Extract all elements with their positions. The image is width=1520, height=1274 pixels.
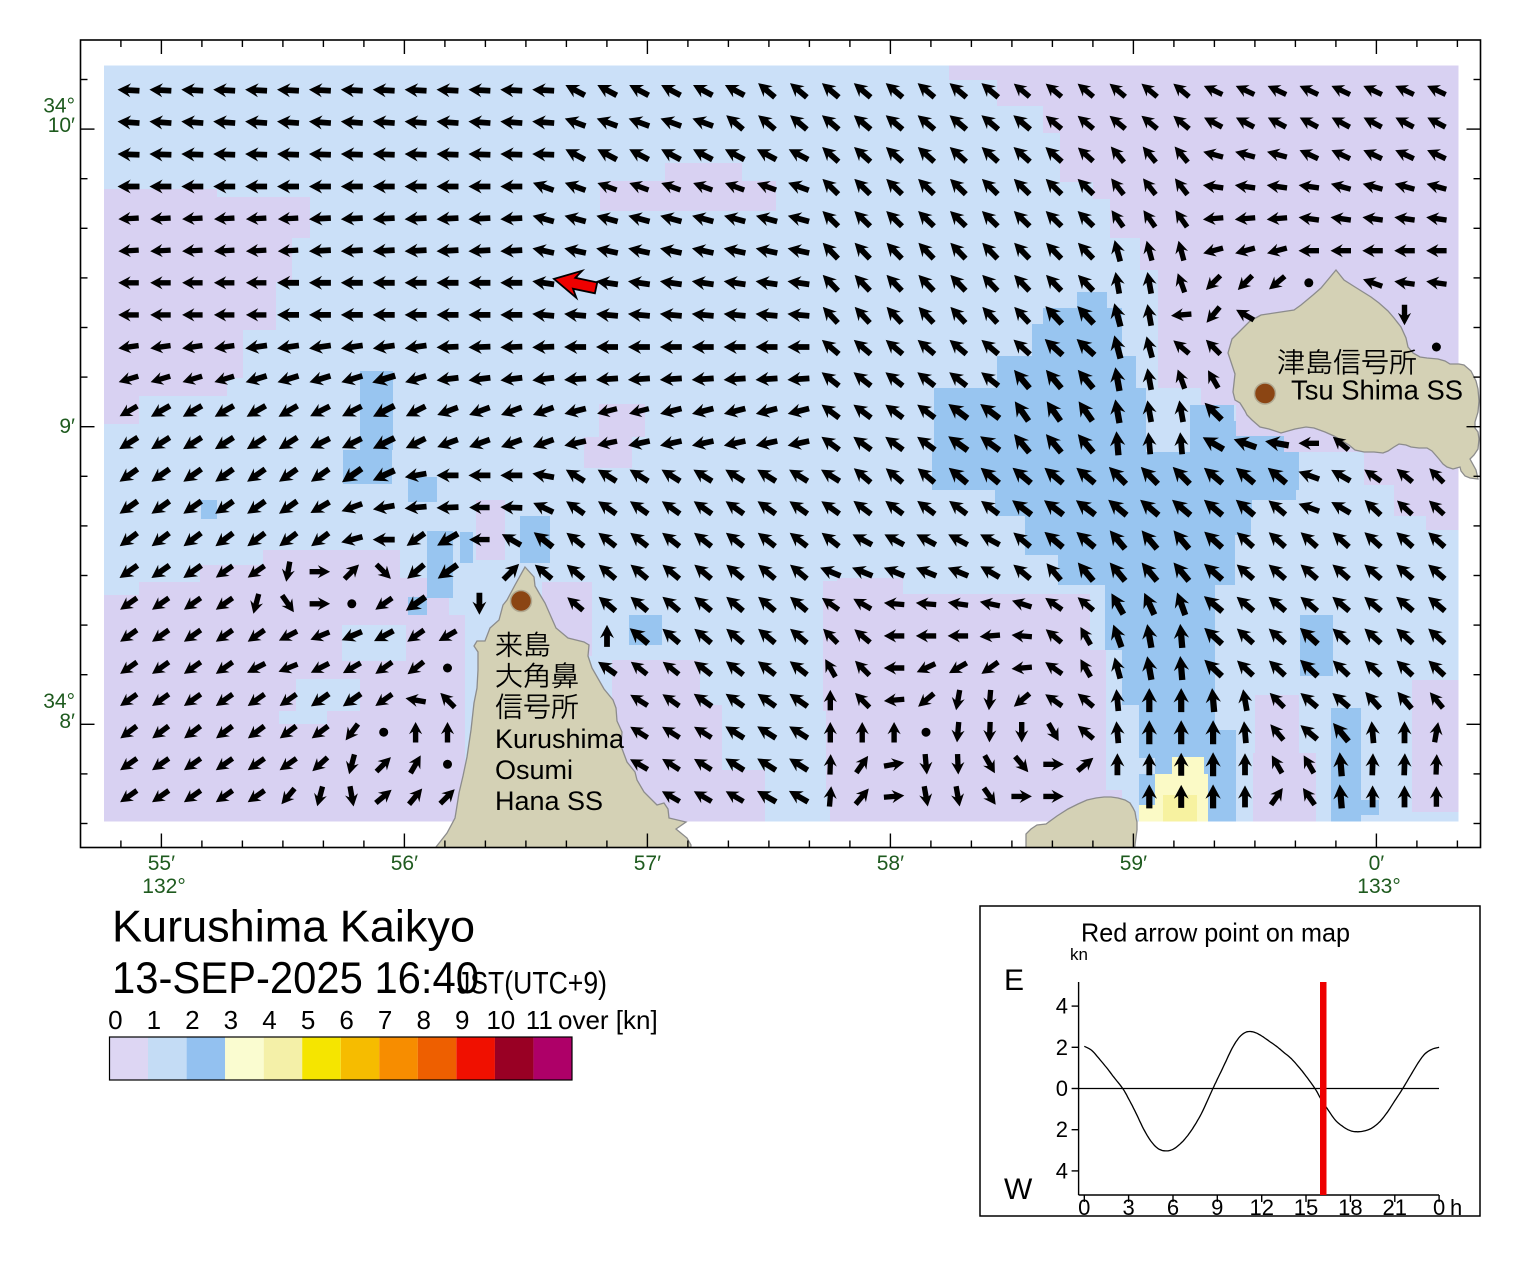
svg-text:9: 9 [1211,1195,1223,1220]
svg-text:W: W [1004,1173,1033,1206]
svg-text:Red arrow point on map: Red arrow point on map [1081,918,1350,948]
svg-text:3: 3 [1122,1195,1134,1220]
svg-text:18: 18 [1338,1195,1362,1220]
svg-text:11: 11 [526,1005,553,1035]
svg-text:58′: 58′ [877,852,904,875]
svg-text:59′: 59′ [1120,852,1147,875]
svg-text:1: 1 [147,1005,161,1035]
svg-text:0: 0 [1056,1076,1068,1101]
svg-text:7: 7 [378,1005,392,1035]
svg-text:8: 8 [416,1005,430,1035]
svg-text:12: 12 [1249,1195,1273,1220]
svg-text:0: 0 [1433,1195,1445,1220]
svg-text:15: 15 [1294,1195,1318,1220]
svg-text:kn: kn [1070,945,1088,964]
svg-text:Kurushima Kaikyo: Kurushima Kaikyo [112,903,475,952]
svg-text:2: 2 [185,1005,199,1035]
svg-text:34°: 34° [43,690,75,713]
svg-text:h: h [1450,1195,1462,1220]
svg-text:4: 4 [262,1005,276,1035]
svg-text:0: 0 [1078,1195,1090,1220]
svg-text:34°: 34° [43,95,75,118]
svg-text:E: E [1004,964,1024,997]
svg-text:Kurushima: Kurushima [495,724,625,754]
svg-text:13-SEP-2025 16:40: 13-SEP-2025 16:40 [112,954,479,1003]
svg-text:over [kn]: over [kn] [558,1005,658,1035]
svg-text:3: 3 [224,1005,238,1035]
svg-text:2: 2 [1056,1117,1068,1142]
svg-text:21: 21 [1383,1195,1407,1220]
svg-text:JST(UTC+9): JST(UTC+9) [457,965,607,1001]
svg-text:4: 4 [1056,994,1068,1019]
svg-text:9′: 9′ [59,415,75,438]
svg-text:56′: 56′ [391,852,418,875]
svg-text:6: 6 [1167,1195,1179,1220]
svg-text:0: 0 [108,1005,122,1035]
svg-text:2: 2 [1056,1035,1068,1060]
svg-text:Hana SS: Hana SS [495,786,603,816]
svg-text:57′: 57′ [634,852,661,875]
svg-text:4: 4 [1056,1158,1068,1183]
svg-text:0′: 0′ [1369,852,1385,875]
svg-text:133°: 133° [1357,875,1400,898]
svg-text:Osumi: Osumi [495,755,573,785]
svg-text:10′: 10′ [48,114,75,137]
svg-text:Tsu Shima SS: Tsu Shima SS [1291,375,1463,406]
svg-text:8′: 8′ [59,710,75,733]
svg-text:55′: 55′ [148,852,175,875]
svg-text:10: 10 [486,1005,515,1035]
svg-text:5: 5 [301,1005,315,1035]
svg-text:9: 9 [455,1005,469,1035]
svg-text:6: 6 [339,1005,353,1035]
svg-text:132°: 132° [142,875,185,898]
